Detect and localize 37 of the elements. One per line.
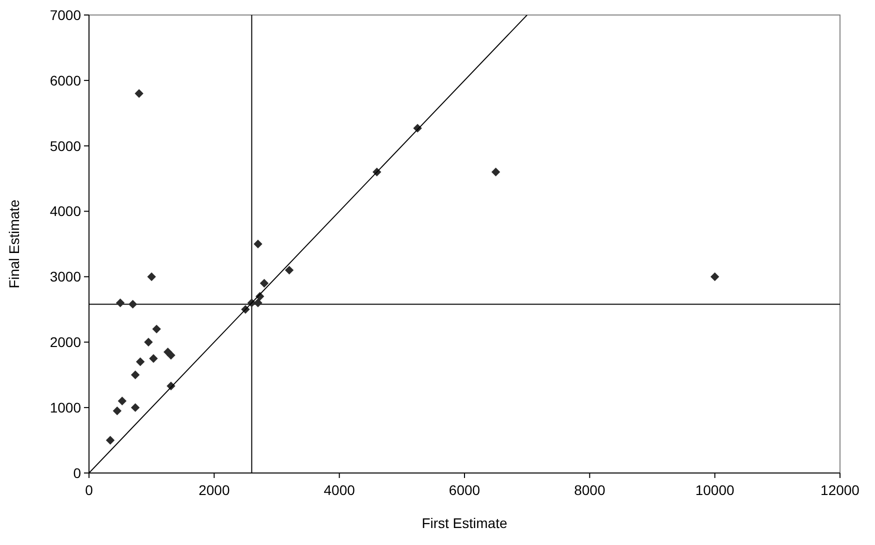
point (254, 240, 262, 248)
point (116, 298, 125, 308)
x-axis-title: First Estimate (422, 515, 508, 531)
y-tick-label: 6000 (50, 72, 82, 88)
y-tick-label: 5000 (50, 138, 82, 154)
x-tick-label: 0 (85, 482, 94, 498)
point (147, 272, 156, 282)
point (254, 298, 262, 308)
point (166, 350, 176, 360)
point (128, 300, 138, 309)
y-tick-label: 1000 (50, 399, 82, 416)
point (134, 89, 144, 98)
point (284, 266, 294, 275)
y-tick-label: 4000 (50, 203, 82, 220)
x-tick-label: 12000 (820, 482, 860, 498)
x-tick-label: 10000 (695, 482, 735, 498)
point (144, 338, 153, 346)
point (710, 272, 720, 282)
point (152, 324, 161, 334)
y-tick-label: 2000 (50, 334, 82, 350)
y-axis-title: Final Estimate (6, 199, 22, 288)
point (118, 396, 127, 406)
y-tick-label: 3000 (50, 268, 82, 285)
point (112, 406, 122, 416)
point (130, 403, 140, 412)
y-tick-label: 0 (73, 464, 82, 481)
point (491, 168, 500, 176)
point (136, 357, 145, 366)
point (130, 370, 140, 380)
point (106, 436, 115, 445)
point (149, 354, 158, 363)
x-tick-label: 4000 (324, 482, 356, 498)
x-tick-label: 6000 (448, 482, 480, 498)
y-tick-label: 7000 (50, 6, 82, 23)
point (260, 278, 269, 288)
x-tick-label: 8000 (574, 482, 606, 498)
x-tick-label: 2000 (198, 482, 230, 498)
